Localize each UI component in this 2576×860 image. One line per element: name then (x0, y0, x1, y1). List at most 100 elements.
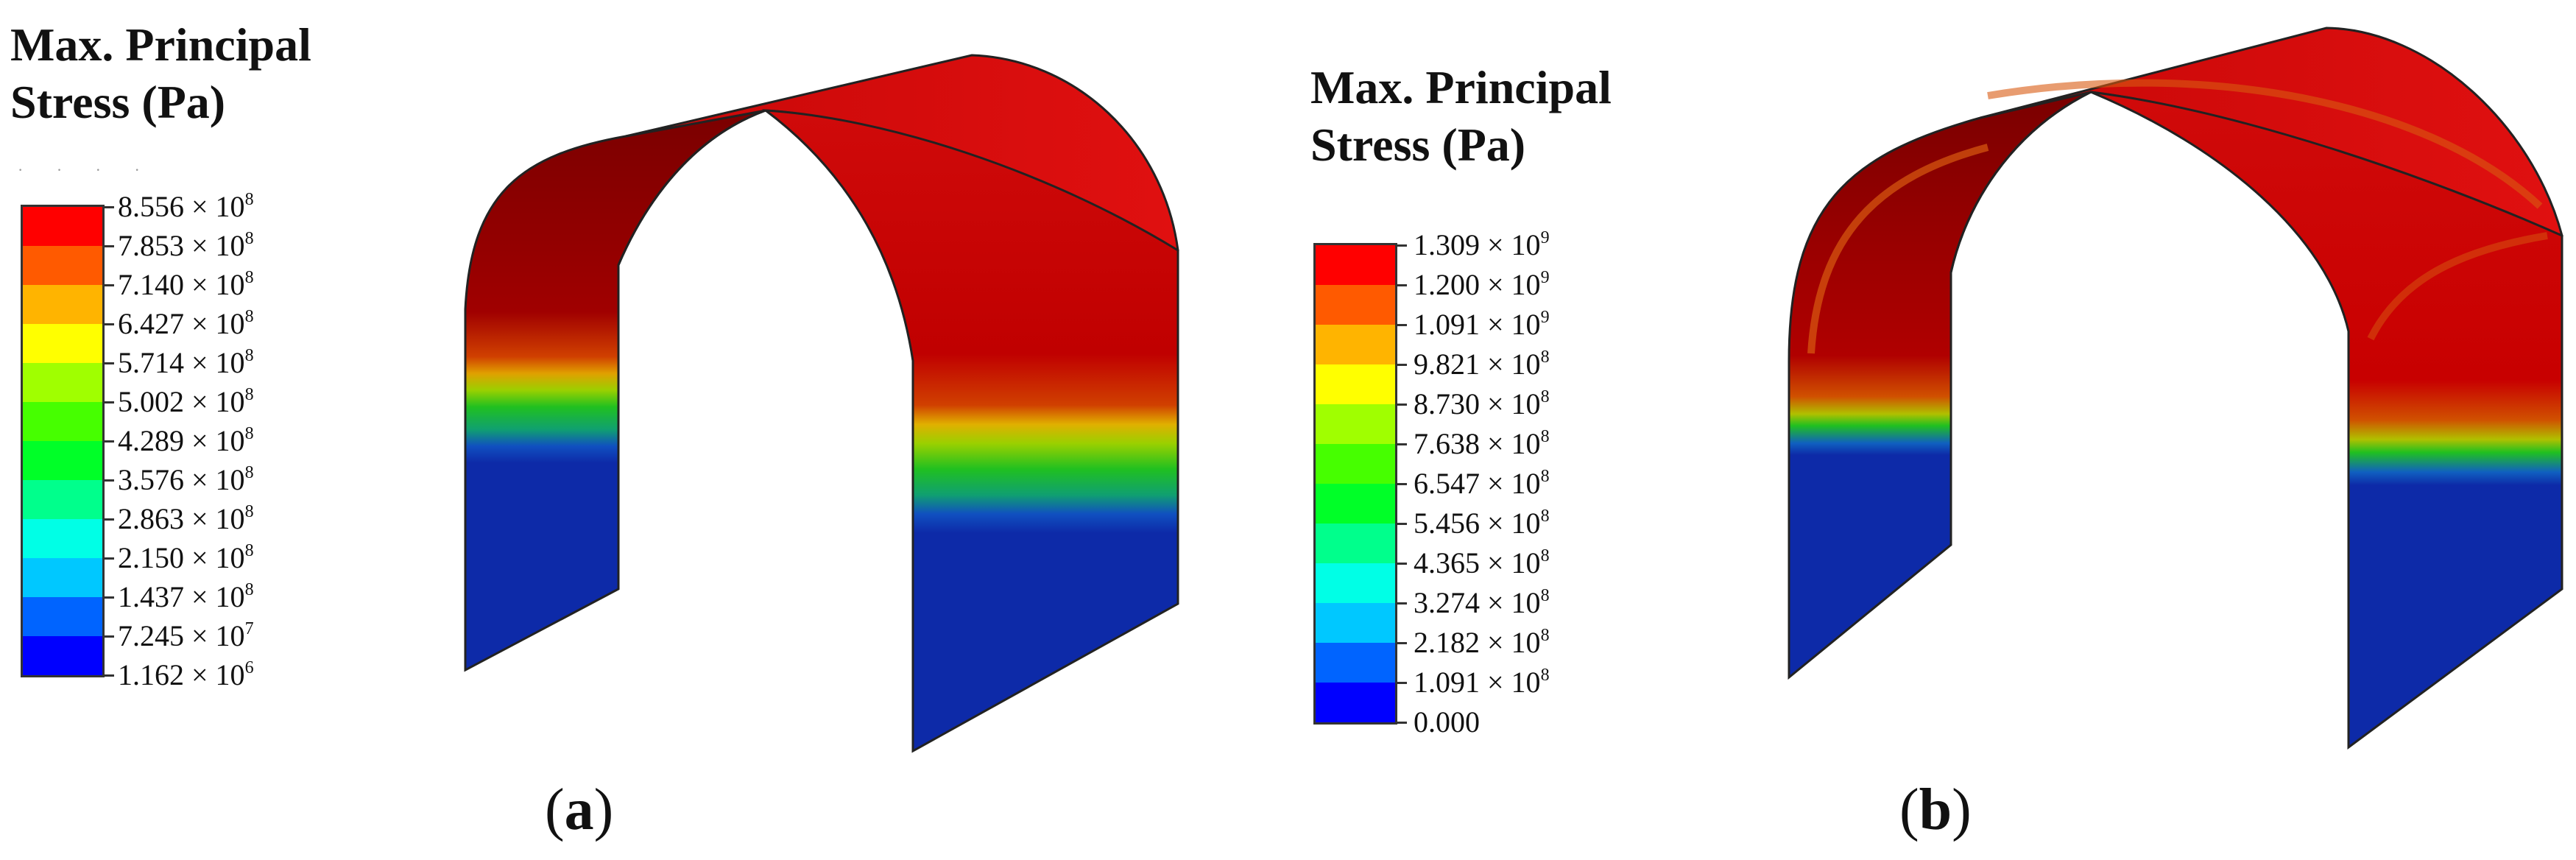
colorbar-swatch (1316, 563, 1395, 603)
legend-mantissa: 4.289 (118, 424, 184, 457)
legend-exponent: 8 (1540, 586, 1550, 605)
legend-mantissa: 5.002 (118, 385, 184, 418)
legend-label: 1.162 × 106 (118, 658, 254, 691)
legend-times: × 10 (1480, 427, 1541, 460)
legend-tick (1395, 443, 1407, 445)
colorbar-swatch (1316, 285, 1395, 325)
legend-times: × 10 (184, 658, 245, 691)
legend-label: 6.427 × 108 (118, 307, 254, 340)
tunnel-lining-model-b (1788, 27, 2563, 750)
legend-exponent: 8 (244, 424, 254, 443)
colorbar-swatch (23, 402, 102, 441)
legend-label: 1.091 × 109 (1414, 308, 1550, 341)
legend-times: × 10 (184, 424, 245, 457)
legend-times: × 10 (1480, 228, 1541, 261)
legend-mantissa: 8.556 (118, 190, 184, 223)
colorbar-swatch (23, 441, 102, 480)
legend-label: 7.853 × 108 (118, 229, 254, 262)
legend-mantissa: 6.547 (1414, 467, 1480, 500)
legend-label: 9.821 × 108 (1414, 348, 1550, 381)
legend-label: 4.289 × 108 (118, 424, 254, 457)
legend-exponent: 8 (244, 541, 254, 560)
legend-exponent: 8 (1540, 387, 1550, 406)
legend-exponent: 8 (244, 502, 254, 521)
legend-title-line1: Max. Principal (1310, 61, 1612, 113)
legend-tick (102, 362, 114, 364)
legend-label: 3.576 × 108 (118, 463, 254, 496)
legend-exponent: 7 (244, 619, 254, 638)
legend-label: 1.091 × 108 (1414, 666, 1550, 699)
legend-label: 5.002 × 108 (118, 385, 254, 418)
legend-times: × 10 (184, 229, 245, 262)
legend-mantissa: 2.182 (1414, 626, 1480, 659)
legend-mantissa: 1.162 (118, 658, 184, 691)
colorbar-swatch (1316, 643, 1395, 683)
colorbar-swatch (1316, 364, 1395, 404)
colorbar-a (21, 205, 105, 677)
colorbar-swatch (23, 285, 102, 324)
colorbar-swatch (23, 324, 102, 363)
legend-exponent: 8 (244, 229, 254, 248)
colorbar-swatch (23, 363, 102, 402)
legend-label: 1.437 × 108 (118, 581, 254, 612)
legend-tick (102, 206, 114, 208)
legend-exponent: 8 (1540, 666, 1550, 685)
legend-times: × 10 (1480, 348, 1541, 381)
colorbar-swatch (23, 597, 102, 636)
legend-times: × 10 (184, 268, 245, 301)
legend-tick (1395, 563, 1407, 565)
legend-times: × 10 (1480, 586, 1541, 619)
legend-title-a: Max. Principal Stress (Pa) (10, 16, 311, 131)
legend-mantissa: 4.365 (1414, 546, 1480, 579)
colorbar-swatch (1316, 683, 1395, 722)
legend-mantissa: 2.150 (118, 541, 184, 574)
legend-tick (102, 245, 114, 247)
legend-label: 4.365 × 108 (1414, 546, 1550, 579)
legend-tick (102, 440, 114, 443)
legend-mantissa: 1.091 (1414, 666, 1480, 699)
legend-label: 2.863 × 108 (118, 502, 254, 534)
legend-exponent: 8 (1540, 626, 1550, 645)
legend-tick (102, 323, 114, 325)
caption-b: (b) (1899, 778, 1972, 842)
legend-times: × 10 (1480, 308, 1541, 341)
legend-exponent: 9 (1540, 308, 1550, 327)
legend-exponent: 8 (244, 307, 254, 326)
legend-mantissa: 5.456 (1414, 507, 1480, 540)
legend-exponent: 9 (1540, 268, 1550, 287)
legend-exponent: 8 (244, 385, 254, 404)
legend-times: × 10 (1480, 387, 1541, 420)
legend-label: 6.547 × 108 (1414, 467, 1550, 500)
legend-exponent: 8 (1540, 507, 1550, 526)
legend-tick (1395, 722, 1407, 724)
colorbar-swatch (23, 558, 102, 597)
legend-title-line2: Stress (Pa) (1310, 119, 1526, 171)
colorbar-swatch (23, 519, 102, 558)
legend-times: × 10 (184, 190, 245, 223)
legend-exponent: 9 (1540, 228, 1550, 247)
legend-exponent: 8 (1540, 546, 1550, 565)
legend-tick (1395, 642, 1407, 644)
legend-label: 7.140 × 108 (118, 268, 254, 301)
legend-times: × 10 (184, 463, 245, 496)
legend-exponent: 8 (1540, 348, 1550, 367)
legend-mantissa: 6.427 (118, 307, 184, 340)
legend-mantissa: 0.000 (1414, 705, 1480, 739)
legend-tick (102, 401, 114, 403)
legend-times: × 10 (1480, 467, 1541, 500)
legend-tick (102, 674, 114, 677)
legend-mantissa: 3.576 (118, 463, 184, 496)
legend-mantissa: 7.140 (118, 268, 184, 301)
legend-times: × 10 (1480, 507, 1541, 540)
legend-tick (102, 557, 114, 560)
legend-mantissa: 7.638 (1414, 427, 1480, 460)
legend-label: 0.000 (1414, 708, 1480, 737)
legend-tick (102, 596, 114, 599)
colorbar-swatch (23, 246, 102, 285)
legend-times: × 10 (184, 346, 245, 379)
legend-tick (1395, 523, 1407, 525)
legend-exponent: 8 (244, 346, 254, 365)
legend-exponent: 8 (244, 190, 254, 209)
legend-tick (102, 284, 114, 286)
legend-title-line2: Stress (Pa) (10, 76, 226, 128)
